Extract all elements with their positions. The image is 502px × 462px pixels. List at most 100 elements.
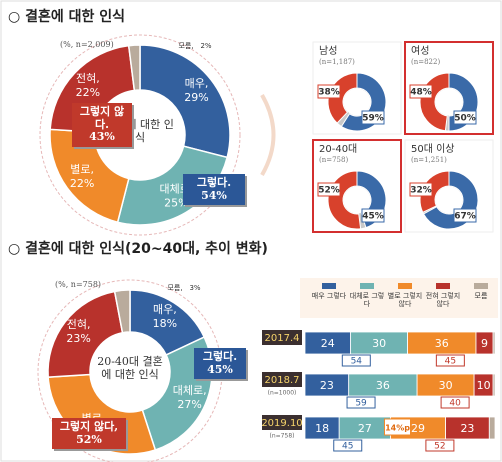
legend-label: 모름 bbox=[474, 292, 488, 300]
bar-segment bbox=[492, 331, 496, 355]
row-note: (n=758) bbox=[270, 433, 295, 440]
segment-value: 18% bbox=[153, 317, 177, 330]
arrow bbox=[260, 94, 276, 176]
legend-swatch bbox=[322, 283, 336, 289]
callout-text: 그렇지 않다. bbox=[79, 105, 125, 131]
panel-subtitle: (n=1,187) bbox=[319, 58, 355, 66]
callout: 그렇다. 54% bbox=[183, 174, 245, 206]
segment-value: 32% bbox=[410, 186, 432, 196]
value-box bbox=[317, 182, 341, 197]
segment-value: 22% bbox=[76, 86, 100, 99]
callout-text: 그렇지 않다, bbox=[59, 420, 119, 433]
legend-label: 대체로 그렇다 bbox=[349, 292, 385, 309]
row-label-box bbox=[262, 372, 302, 387]
row-label: 2018.7 bbox=[265, 375, 300, 386]
total-box bbox=[440, 396, 470, 409]
value-box bbox=[409, 84, 433, 99]
panel-title: 50대 이상 bbox=[411, 144, 455, 155]
bar-value: 27 bbox=[358, 422, 372, 435]
value-box bbox=[361, 110, 385, 125]
segment-value: 27% bbox=[177, 398, 201, 411]
total-box bbox=[341, 354, 371, 367]
segment-category: 별로, bbox=[70, 163, 94, 176]
segment-value: 59% bbox=[362, 114, 384, 124]
callout: 그렇지 않다, 52% bbox=[52, 418, 126, 450]
legend-swatch bbox=[360, 283, 374, 289]
total-value: 40 bbox=[449, 399, 461, 409]
donut-segment bbox=[47, 373, 157, 455]
segment-value: 50% bbox=[454, 114, 476, 124]
donut-segment bbox=[419, 170, 450, 214]
callout-value: 54% bbox=[201, 188, 227, 202]
callout-text: 그렇다. bbox=[196, 176, 232, 189]
segment-value: 38% bbox=[318, 88, 340, 98]
total-value: 59 bbox=[355, 399, 367, 409]
outer-ring bbox=[39, 34, 241, 236]
panel-subtitle: (n=822) bbox=[411, 58, 441, 66]
total-box bbox=[435, 354, 465, 367]
legend-label: 매우 그렇다 bbox=[311, 292, 347, 300]
segment-value: 23% bbox=[66, 332, 90, 345]
callout-value: 45% bbox=[207, 362, 233, 376]
bar-segment bbox=[488, 416, 496, 440]
legend-label: 별로 그렇지않다 bbox=[387, 292, 423, 309]
center-label: 20-40대 결혼에 대한 인식 bbox=[97, 355, 163, 381]
bar-segment bbox=[492, 373, 496, 397]
heading: ○ 결혼에 대한 인식(20~40대, 추이 변화) bbox=[8, 241, 268, 257]
bar-value: 10 bbox=[477, 379, 491, 392]
row-note: (n=1000) bbox=[268, 390, 297, 397]
segment-category: 전혀, bbox=[76, 72, 100, 85]
panel-title: 여성 bbox=[411, 46, 430, 57]
segment-value: 22% bbox=[70, 177, 94, 190]
panel-subtitle: (n=758) bbox=[319, 156, 349, 164]
value-box bbox=[453, 110, 477, 125]
annotation-box bbox=[384, 418, 411, 436]
panel-title: 남성 bbox=[319, 46, 338, 57]
bar-value: 9 bbox=[481, 337, 488, 350]
callout-value: 52% bbox=[76, 432, 102, 446]
total-value: 45 bbox=[445, 357, 456, 367]
bar-value: 18 bbox=[315, 422, 329, 435]
row-label: 2019.10 bbox=[261, 418, 302, 429]
segment-category: 매우, bbox=[185, 77, 209, 90]
segment-category: 모름, bbox=[178, 42, 193, 50]
value-box bbox=[453, 208, 477, 223]
segment-value: 3% bbox=[189, 284, 200, 292]
legend-label: 전혀 그렇지않다 bbox=[425, 292, 461, 309]
bar-value: 24 bbox=[321, 337, 335, 350]
segment-category: 모름, bbox=[167, 284, 182, 292]
value-box bbox=[317, 84, 341, 99]
legend-swatch bbox=[436, 283, 450, 289]
segment-category: 전혀, bbox=[67, 318, 91, 331]
annotation: 14%p bbox=[385, 424, 410, 433]
segment-category: 대체로, bbox=[173, 384, 207, 397]
bar-value: 36 bbox=[376, 379, 390, 392]
value-box bbox=[361, 208, 385, 223]
bar-value: 23 bbox=[320, 379, 334, 392]
total-box bbox=[333, 439, 363, 452]
bar-value: 29 bbox=[411, 422, 425, 435]
row-label: 2017.4 bbox=[265, 333, 300, 344]
segment-value: 48% bbox=[410, 88, 432, 98]
bar-value: 30 bbox=[372, 337, 386, 350]
donut-segment bbox=[113, 289, 131, 334]
total-value: 54 bbox=[351, 357, 363, 367]
segment-category: 매우, bbox=[153, 303, 177, 316]
note: (%, n=2,009) bbox=[60, 40, 114, 49]
total-box bbox=[425, 439, 455, 452]
segment-value: 67% bbox=[454, 212, 476, 222]
callout: 그렇지 않다. 43% bbox=[72, 103, 132, 147]
row-label-box bbox=[262, 330, 302, 345]
segment-value: 45% bbox=[362, 212, 384, 222]
donut-segment bbox=[139, 44, 231, 159]
total-value: 45 bbox=[342, 442, 353, 452]
heading: ○ 결혼에 대한 인식 bbox=[8, 9, 125, 25]
segment-value: 52% bbox=[318, 186, 340, 196]
panel-subtitle: (n=1,251) bbox=[411, 156, 447, 164]
bar-value: 36 bbox=[435, 337, 449, 350]
note: (%, n=758) bbox=[55, 280, 102, 289]
donut-segment bbox=[127, 44, 141, 92]
bar-value: 30 bbox=[439, 379, 453, 392]
